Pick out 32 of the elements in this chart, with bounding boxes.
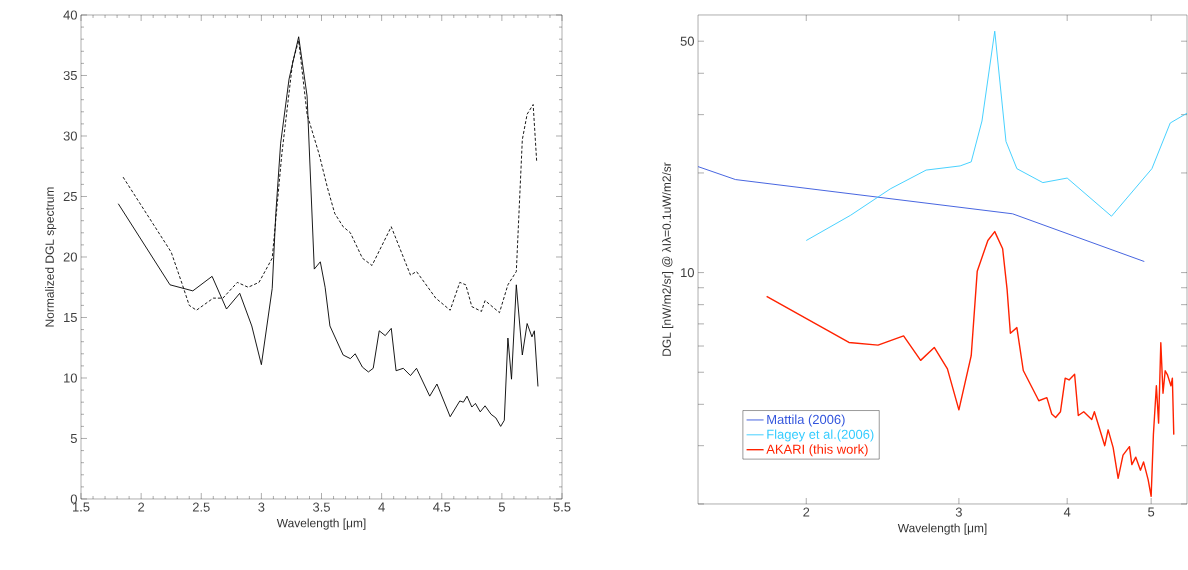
- x-tick-label: 2.5: [192, 502, 210, 512]
- x-tick-label: 2: [803, 507, 810, 517]
- y-axis-title: DGL [nW/m2/sr] @ λIλ=0.1uW/m2/sr: [662, 162, 674, 356]
- y-tick-label: 5: [70, 433, 77, 443]
- y-tick-label: 25: [63, 191, 77, 202]
- x-tick-label: 4.5: [433, 502, 451, 512]
- x-tick-label: 3: [955, 507, 962, 517]
- legend-label: Flagey et al.(2006): [767, 429, 874, 442]
- x-tick-label: 2: [138, 502, 145, 512]
- x-tick-label: 1.5: [72, 502, 90, 512]
- y-tick-label: 10: [64, 373, 77, 383]
- y-tick-label: 15: [64, 312, 77, 322]
- x-axis-title: Wavelength [μm]: [276, 518, 366, 530]
- x-tick-label: 5: [1148, 507, 1155, 517]
- legend-label: AKARI (this work): [766, 444, 868, 457]
- x-tick-label: 4: [378, 502, 385, 512]
- y-tick-label: 35: [63, 70, 77, 81]
- x-tick-label: 4: [1063, 507, 1071, 517]
- x-tick-label: 5.5: [553, 502, 571, 512]
- x-tick-label: 3: [258, 502, 265, 512]
- x-axis-title: Wavelength [μm]: [897, 523, 987, 535]
- x-tick-label: 3.5: [313, 502, 330, 512]
- y-tick-label: 0: [70, 494, 77, 504]
- y-tick-label: 40: [63, 10, 77, 20]
- y-tick-label: 50: [680, 36, 694, 46]
- y-tick-label: 10: [681, 267, 694, 278]
- x-tick-label: 5: [498, 502, 505, 512]
- line-series: [117, 36, 539, 427]
- y-tick-label: 20: [63, 252, 77, 262]
- legend-label: Mattila (2006): [767, 414, 845, 427]
- y-axis-title: Normalized DGL spectrum: [45, 187, 57, 327]
- y-tick-label: 30: [63, 131, 77, 141]
